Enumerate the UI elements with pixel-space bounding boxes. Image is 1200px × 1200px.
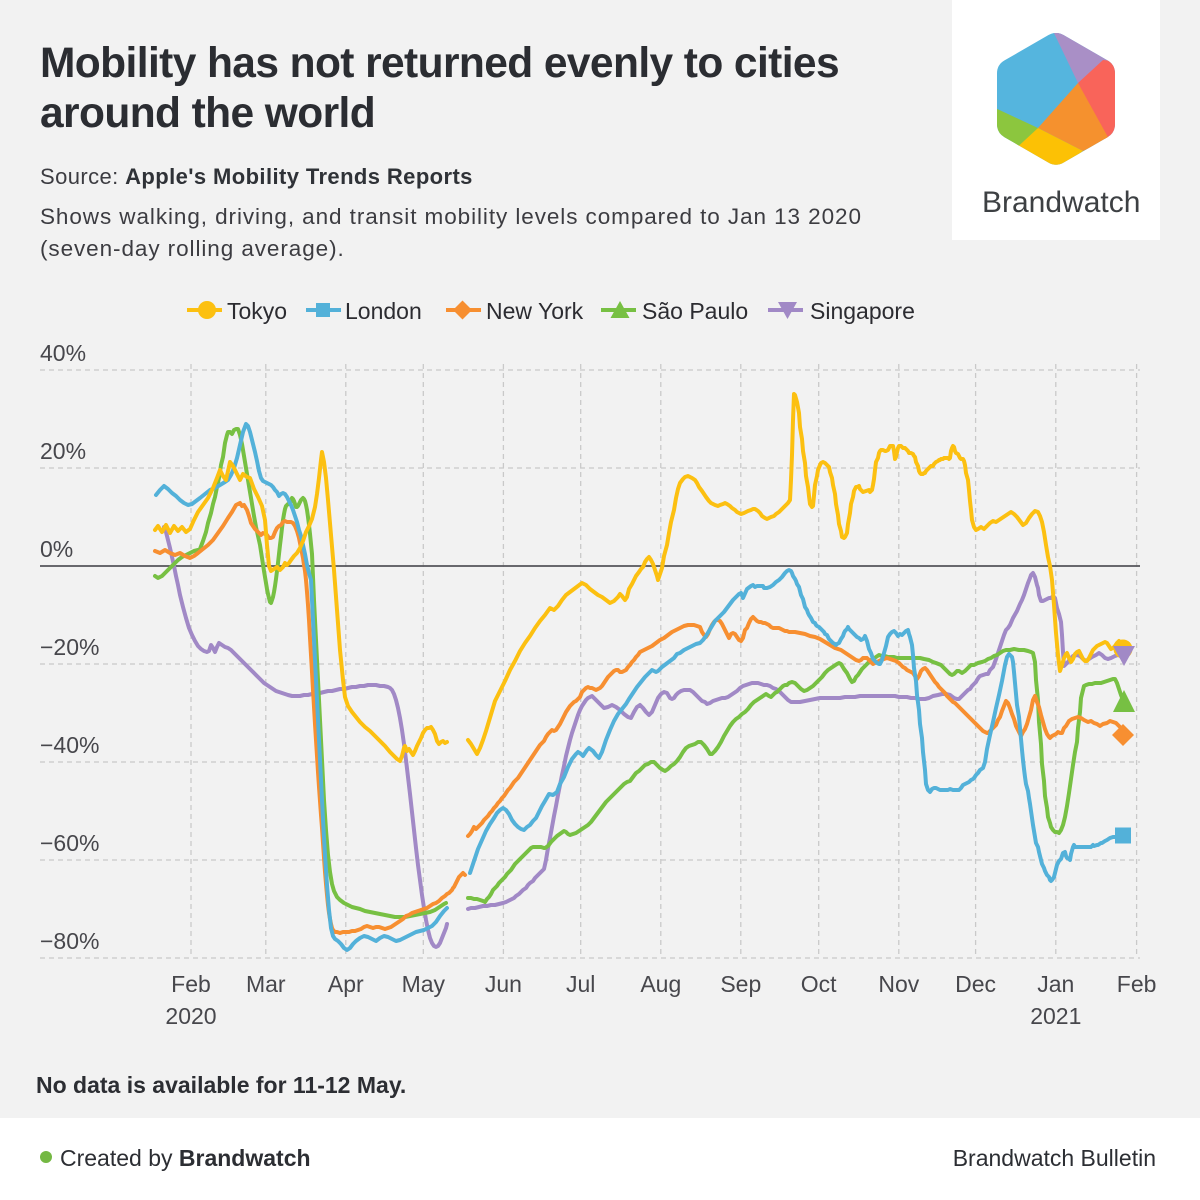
svg-text:2020: 2020 (165, 1003, 216, 1029)
svg-text:Nov: Nov (878, 971, 919, 997)
svg-text:Jul: Jul (566, 971, 595, 997)
svg-text:Oct: Oct (801, 971, 837, 997)
svg-text:−80%: −80% (40, 928, 99, 954)
svg-text:Feb: Feb (1117, 971, 1157, 997)
svg-text:Feb: Feb (171, 971, 211, 997)
svg-text:Apr: Apr (328, 971, 364, 997)
svg-text:40%: 40% (40, 340, 86, 366)
svg-text:Jan: Jan (1037, 971, 1074, 997)
svg-text:0%: 0% (40, 536, 73, 562)
svg-text:Dec: Dec (955, 971, 996, 997)
svg-text:May: May (402, 971, 446, 997)
svg-text:2021: 2021 (1030, 1003, 1081, 1029)
svg-text:20%: 20% (40, 438, 86, 464)
svg-text:Jun: Jun (485, 971, 522, 997)
svg-text:−60%: −60% (40, 830, 99, 856)
svg-text:−20%: −20% (40, 634, 99, 660)
svg-text:Sep: Sep (720, 971, 761, 997)
svg-text:Mar: Mar (246, 971, 286, 997)
svg-text:−40%: −40% (40, 732, 99, 758)
svg-text:Aug: Aug (640, 971, 681, 997)
